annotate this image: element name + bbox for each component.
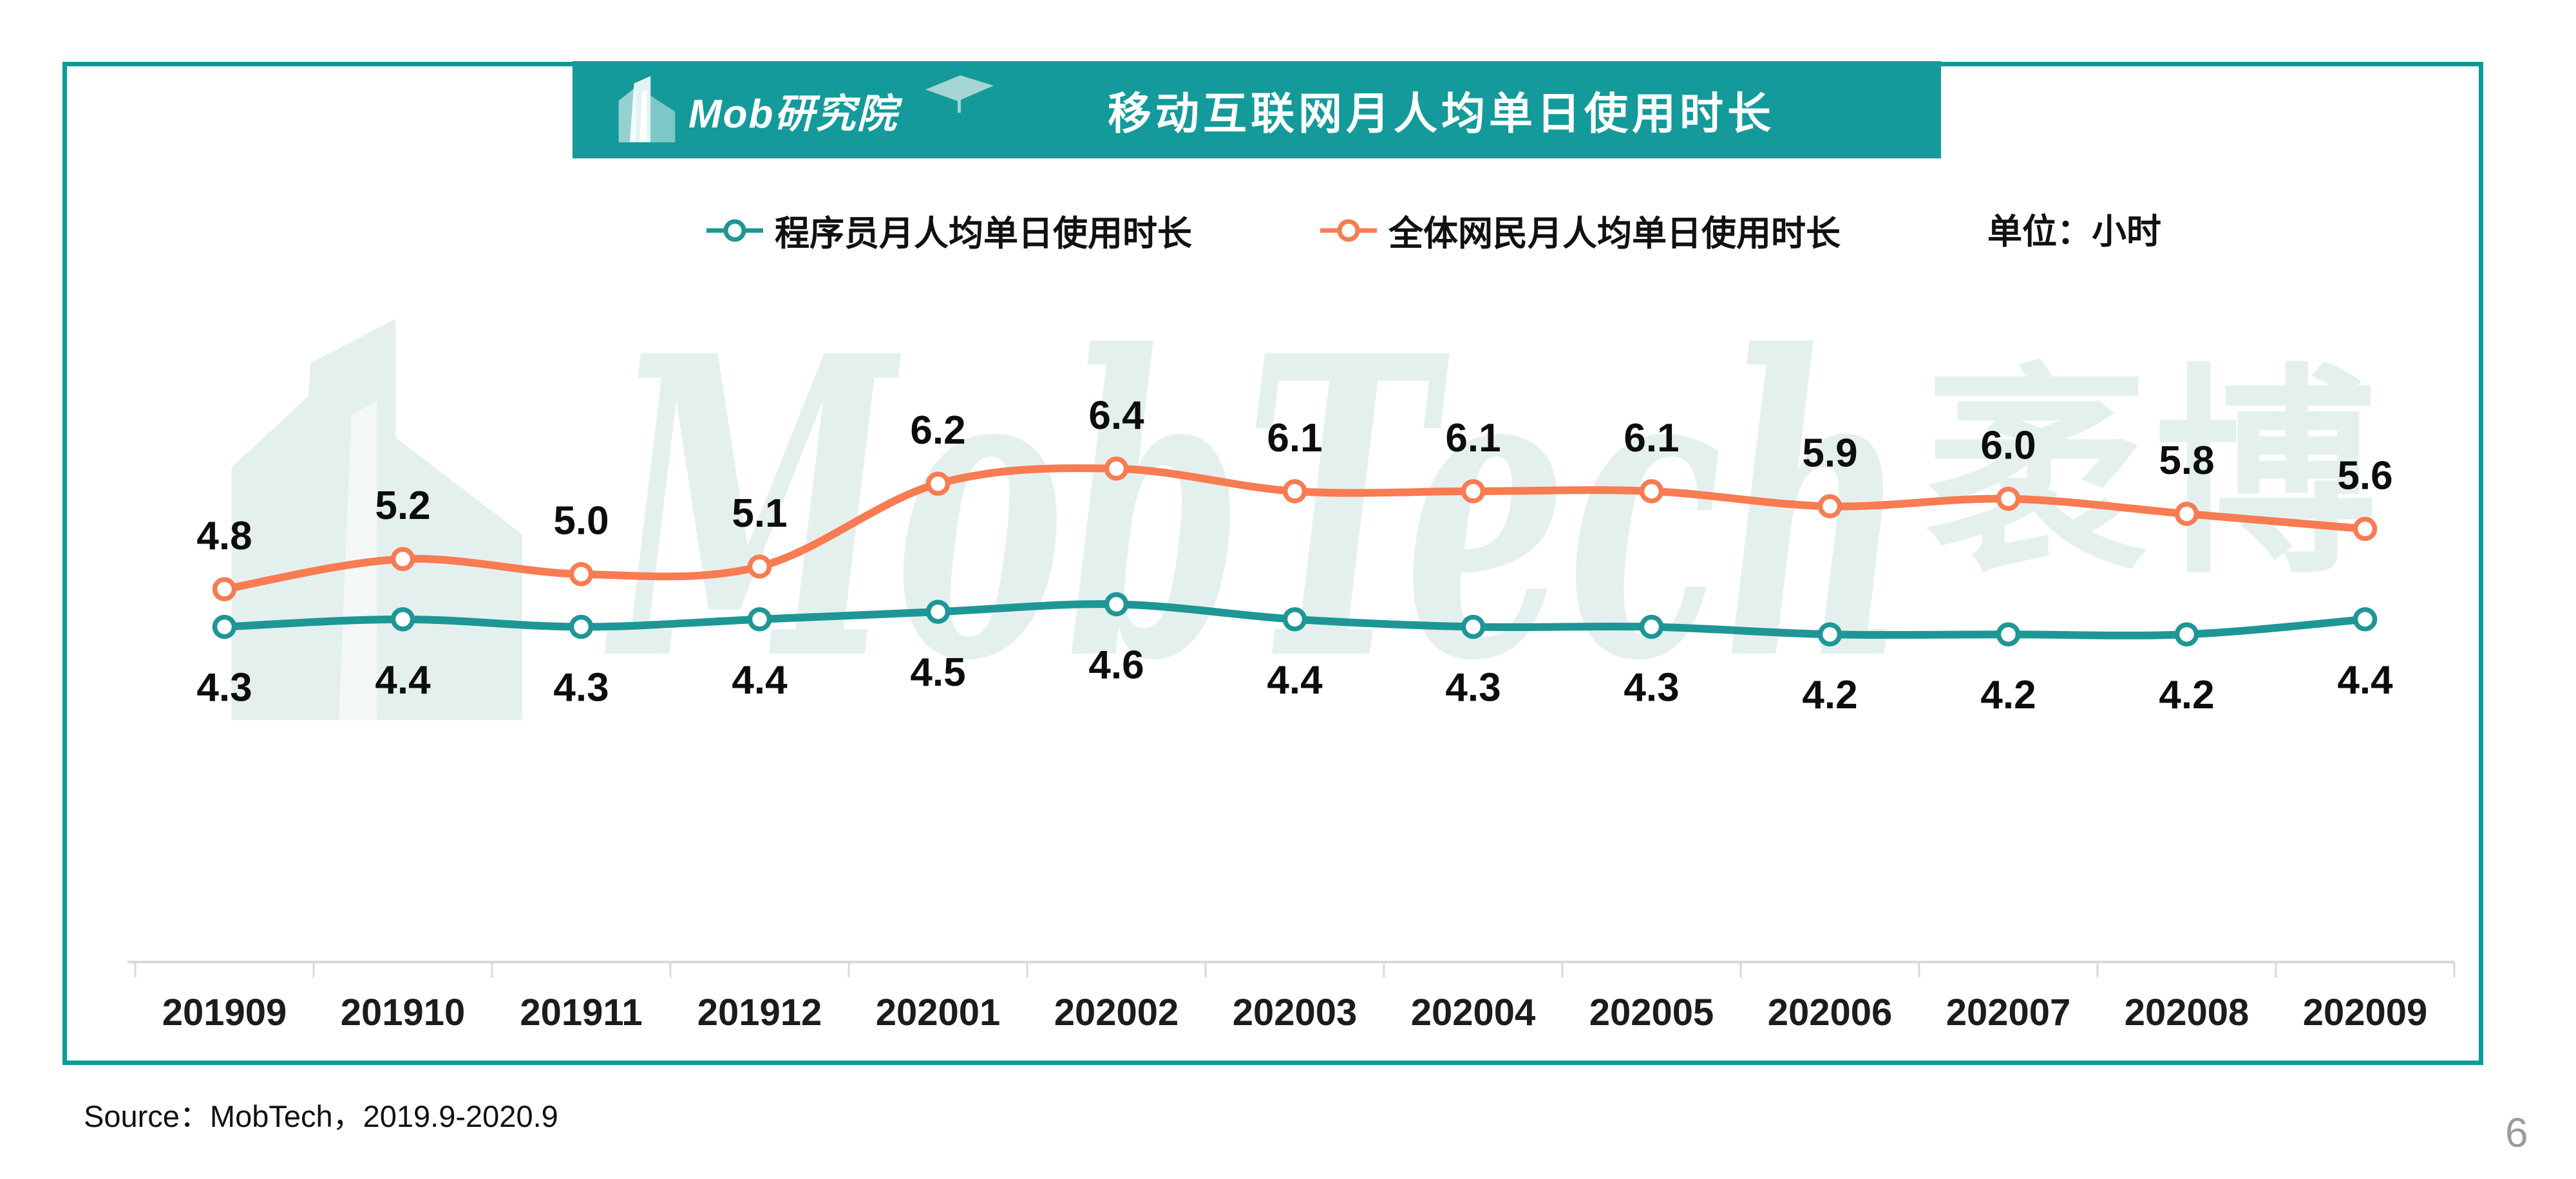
data-point-marker [390,607,415,632]
data-label: 6.1 [1267,416,1322,460]
data-point-marker [747,554,772,579]
x-axis-label: 201911 [520,992,642,1033]
data-label: 4.2 [1980,673,2036,717]
unit-label: 单位：小时 [1987,212,2161,251]
x-axis-label: 202001 [876,992,1001,1033]
data-point-marker [569,614,594,639]
data-label: 4.2 [1802,673,1857,717]
data-point-marker [925,599,951,624]
data-label: 6.0 [1980,424,2036,468]
data-label: 4.3 [1445,666,1501,710]
x-axis-label: 202005 [1589,992,1714,1033]
data-label: 4.4 [2337,658,2393,703]
chart-title: 移动互联网月人均单日使用时长 [1108,90,1776,138]
x-axis-label: 201909 [162,992,287,1033]
legend-marker-orange-icon [1320,219,1377,241]
data-point-marker [1461,479,1486,504]
data-point-marker [1817,622,1842,646]
data-point-marker [212,577,237,601]
data-point-marker [1282,479,1307,504]
data-point-marker [2174,502,2199,526]
legend-marker-teal-icon [706,219,763,241]
data-label: 5.8 [2159,439,2214,483]
data-label: 4.4 [1267,658,1323,703]
data-label: 6.2 [910,408,965,453]
x-axis-label: 202007 [1946,992,2071,1033]
graduation-cap-icon [925,75,994,113]
data-label: 4.6 [1088,643,1144,687]
data-point-marker [1282,607,1307,632]
data-point-marker [1639,614,1664,639]
data-point-marker [1639,479,1664,504]
data-label: 4.2 [2159,673,2214,717]
line-chart: 201909 201910 201911 201912 202001 202002 2020… [128,393,2456,1033]
data-label: 4.3 [1624,666,1679,710]
data-point-marker [925,471,951,496]
legend-label-programmer: 程序员月人均单日使用时长 [775,214,1192,253]
data-label: 6.4 [1088,393,1144,438]
data-label: 6.1 [1624,416,1679,460]
data-point-marker [1996,622,2021,646]
data-point-marker [2174,622,2199,646]
data-point-marker [1817,494,1842,519]
data-label: 6.1 [1445,416,1501,460]
page-number: 6 [2505,1109,2528,1156]
legend-item-programmer: 程序员月人均单日使用时长 [706,205,1192,256]
data-label: 5.9 [1802,431,1857,475]
data-label: 4.8 [196,514,252,558]
data-point-marker [2353,607,2378,632]
data-label: 4.4 [375,658,431,703]
x-axis-label: 202004 [1411,992,1536,1033]
data-point-marker [390,547,415,571]
x-axis-label: 202009 [2303,992,2428,1033]
data-point-marker [2353,516,2378,542]
data-point-marker [1996,486,2021,511]
data-label: 5.0 [553,499,609,543]
header-bar: Mob研究院 移动互联网月人均单日使用时长 [573,61,1941,158]
x-axis-label: 202002 [1054,992,1179,1033]
mob-logo: Mob研究院 [615,61,898,158]
data-point-marker [747,607,772,632]
data-point-marker [1104,457,1129,481]
data-label: 5.1 [732,491,787,536]
data-point-marker [1461,614,1486,639]
data-label: 5.2 [375,484,430,528]
data-point-marker [212,614,237,639]
x-axis-label: 201912 [697,992,822,1033]
x-axis-label: 202006 [1768,992,1893,1033]
source-text: Source：MobTech，2019.9-2020.9 [84,1099,558,1133]
data-label: 4.3 [553,666,609,710]
data-point-marker [1104,592,1129,617]
x-axis-label: 201910 [341,992,466,1033]
logo-text: Mob研究院 [688,91,898,137]
data-point-marker [569,561,594,587]
mob-building-icon [618,76,676,142]
data-label: 5.6 [2337,453,2392,498]
data-label: 4.3 [196,666,252,710]
x-axis-label: 202003 [1233,992,1358,1033]
x-axis-label: 202008 [2125,992,2249,1033]
legend-label-all-users: 全体网民月人均单日使用时长 [1388,214,1841,253]
data-label: 4.5 [910,650,965,695]
data-label: 4.4 [732,658,788,703]
legend-item-all-users: 全体网民月人均单日使用时长 [1320,205,1841,256]
